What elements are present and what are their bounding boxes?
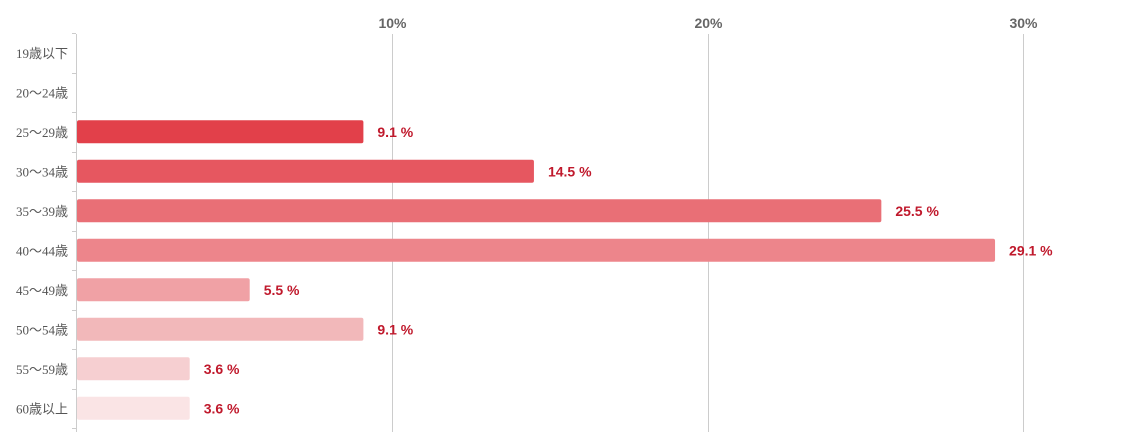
bars (77, 120, 996, 420)
category-label-0: 19歳以下 (16, 46, 68, 61)
bar-5 (77, 238, 996, 262)
value-label-9: 3.6 % (204, 400, 240, 416)
category-labels: 19歳以下 20〜24歳 25〜29歳 30〜34歳 35〜39歳 40〜44歳 45〜49… (16, 46, 68, 417)
gridlines (392, 34, 1024, 432)
bar-9 (77, 396, 190, 420)
value-label-6: 5.5 % (264, 282, 300, 298)
category-label-5: 40〜44歳 (16, 243, 68, 258)
x-tick-label-20: 20% (694, 15, 723, 31)
bar-2 (77, 120, 364, 144)
value-label-5: 29.1 % (1009, 242, 1053, 258)
bar-6 (77, 278, 250, 302)
category-label-9: 60歳以上 (16, 401, 68, 416)
x-tick-label-30: 30% (1009, 15, 1038, 31)
bar-7 (77, 317, 364, 341)
category-label-4: 35〜39歳 (16, 204, 68, 219)
bar-3 (77, 159, 534, 183)
x-axis-tick-labels: 10% 20% 30% (378, 15, 1038, 31)
category-label-6: 45〜49歳 (16, 283, 68, 298)
category-label-8: 55〜59歳 (16, 362, 68, 377)
category-label-3: 30〜34歳 (16, 164, 68, 179)
y-axis-ticks (72, 33, 76, 429)
category-label-1: 20〜24歳 (16, 85, 68, 100)
bar-4 (77, 199, 882, 223)
x-tick-label-10: 10% (378, 15, 407, 31)
value-labels: 9.1 % 14.5 % 25.5 % 29.1 % 5.5 % 9.1 % 3.6 % 3.… (204, 124, 1053, 417)
category-label-2: 25〜29歳 (16, 125, 68, 140)
value-label-4: 25.5 % (895, 203, 939, 219)
value-label-7: 9.1 % (377, 321, 413, 337)
value-label-2: 9.1 % (377, 124, 413, 140)
value-label-8: 3.6 % (204, 361, 240, 377)
category-label-7: 50〜54歳 (16, 322, 68, 337)
bar-8 (77, 357, 190, 381)
value-label-3: 14.5 % (548, 163, 592, 179)
